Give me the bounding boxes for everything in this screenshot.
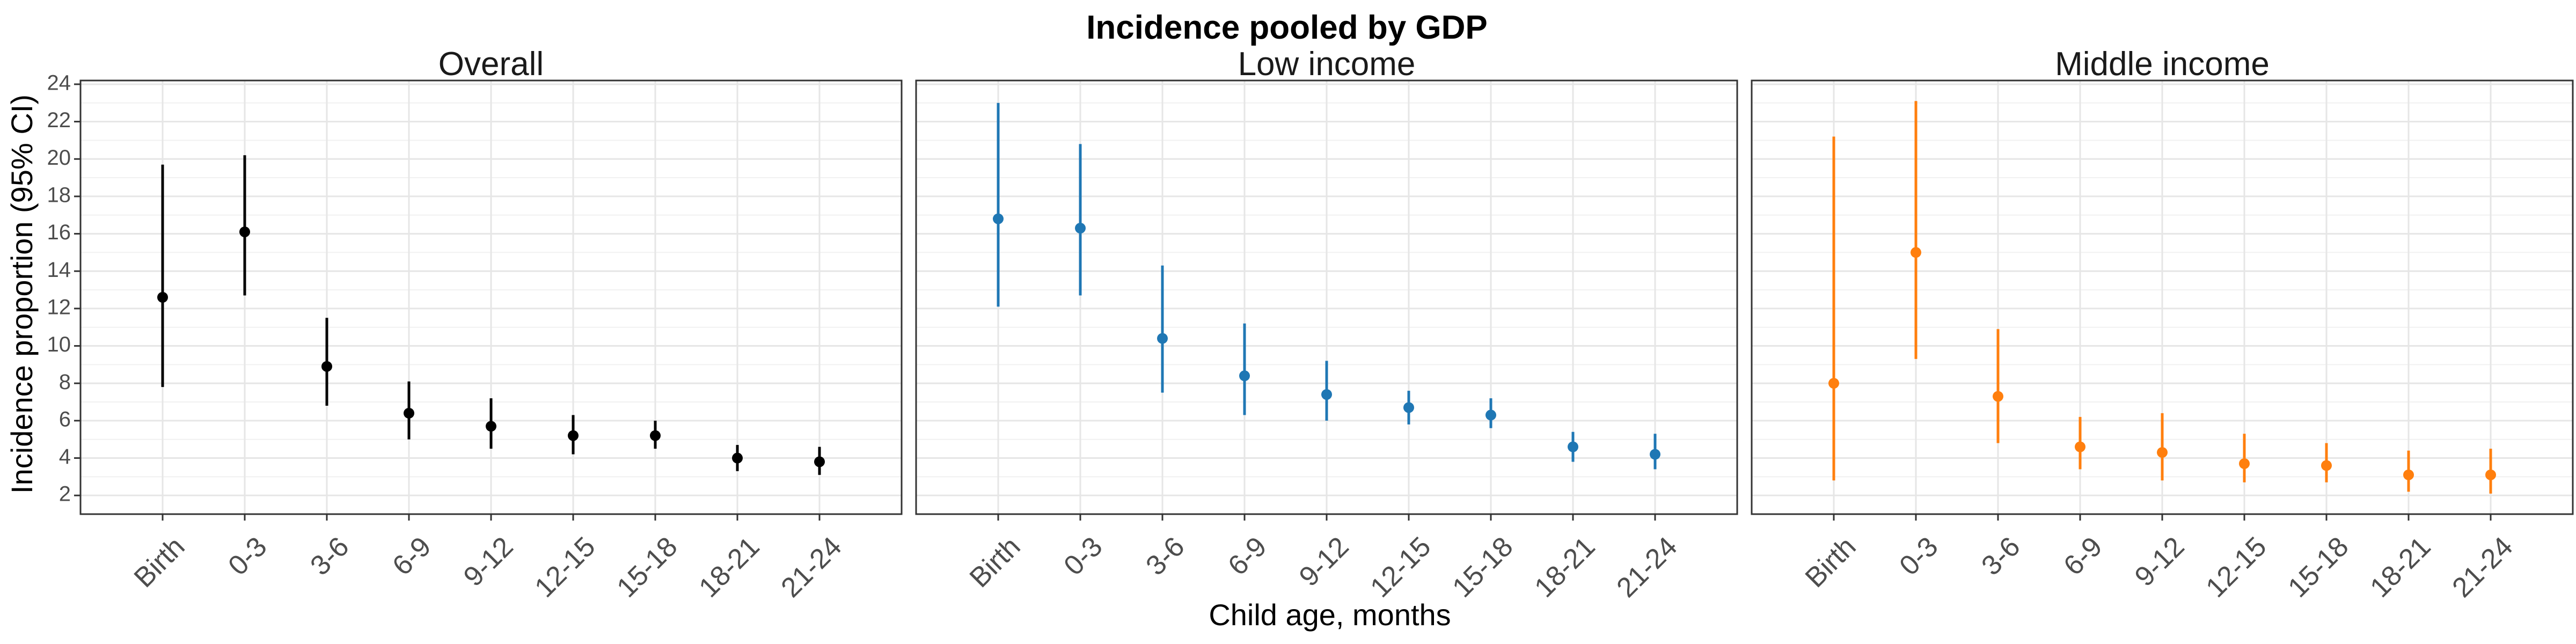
chart-title: Incidence pooled by GDP xyxy=(1086,9,1488,46)
facet-label: Low income xyxy=(1238,46,1416,83)
y-tick-label: 16 xyxy=(47,221,71,244)
data-point xyxy=(1403,402,1414,413)
y-tick-label: 14 xyxy=(47,258,71,282)
data-point xyxy=(2239,458,2250,469)
y-tick-label: 22 xyxy=(47,108,71,132)
data-point xyxy=(2157,447,2168,458)
data-point xyxy=(1650,449,1660,460)
data-point xyxy=(993,213,1004,224)
y-tick-label: 4 xyxy=(59,445,71,469)
data-point xyxy=(321,361,332,372)
data-point xyxy=(1568,441,1578,452)
data-point xyxy=(650,430,661,441)
y-tick-label: 8 xyxy=(59,370,71,394)
facet-label: Overall xyxy=(438,46,544,83)
data-point xyxy=(1993,391,2003,402)
data-point xyxy=(1157,333,1168,344)
data-point xyxy=(1485,409,1496,421)
data-point xyxy=(2403,469,2414,480)
data-point xyxy=(1075,223,1086,234)
y-tick-label: 24 xyxy=(47,71,71,95)
data-point xyxy=(1321,389,1332,400)
data-point xyxy=(2485,469,2496,480)
y-tick-label: 20 xyxy=(47,146,71,170)
data-point xyxy=(239,226,250,238)
data-point xyxy=(1911,247,1921,258)
y-axis-title: Incidence proportion (95% CI) xyxy=(5,94,39,494)
data-point xyxy=(814,456,825,467)
data-point xyxy=(732,452,743,464)
data-point xyxy=(2075,441,2085,452)
data-point xyxy=(1828,378,1839,389)
data-point xyxy=(157,292,168,303)
y-tick-label: 6 xyxy=(59,407,71,431)
data-point xyxy=(486,421,496,432)
data-point xyxy=(2321,460,2332,471)
y-tick-label: 10 xyxy=(47,333,71,356)
facet-label: Middle income xyxy=(2055,46,2270,83)
data-point xyxy=(1239,370,1250,382)
data-point xyxy=(568,430,579,441)
y-tick-label: 2 xyxy=(59,482,71,506)
x-axis-title: Child age, months xyxy=(1209,598,1451,632)
data-point xyxy=(404,407,414,419)
y-tick-label: 12 xyxy=(47,295,71,319)
y-tick-label: 18 xyxy=(47,183,71,207)
